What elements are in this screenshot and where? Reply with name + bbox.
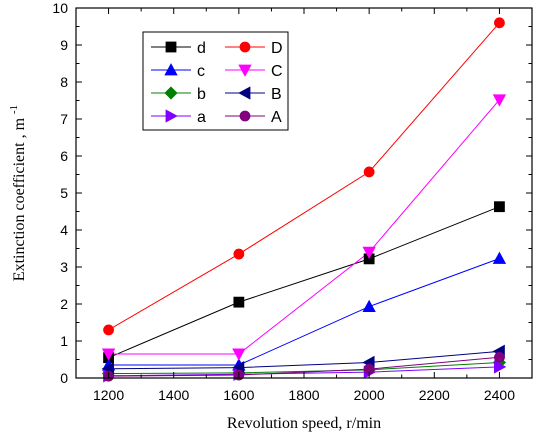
y-tick-label: 6 [60,148,68,164]
legend-label-B: B [271,86,282,103]
legend-label-d: d [197,40,206,57]
y-axis-title-text: Extinction coefficient , m [11,117,28,281]
x-tick-label: 1600 [223,387,254,403]
data-point-a [494,360,507,374]
y-tick-label: 0 [60,370,68,386]
data-point-d [233,296,245,308]
legend-marker-a [165,109,178,123]
data-point-c [492,251,507,264]
legend-marker-B [238,86,251,100]
series-line-B [108,350,500,370]
legend-marker-b [164,86,178,100]
data-point-C [362,246,376,260]
y-tick-label: 5 [60,185,68,201]
x-tick-label: 1200 [93,387,124,403]
data-point-C [232,348,246,361]
y-tick-label: 7 [60,111,68,127]
legend-marker-c [164,63,178,76]
y-tick-label: 4 [60,222,68,238]
data-point-D [103,324,114,336]
series-line-c [108,258,500,366]
x-tick-label: 1800 [288,387,319,403]
legend-label-C: C [271,63,283,80]
y-tick-label: 2 [60,296,68,312]
series-markers [101,17,507,383]
x-axis: 1200 1400 1600 1800 2000 2200 2400 [75,8,533,403]
series-line-C [108,99,500,355]
legend-marker-A [239,110,251,122]
y-tick-label: 8 [60,74,68,90]
legend-label-D: D [271,40,283,57]
data-point-A [494,351,505,363]
y-tick-label: 9 [60,37,68,53]
series-line-d [108,206,500,359]
legend-label-A: A [271,109,282,126]
x-tick-label: 1400 [158,387,189,403]
data-point-D [233,248,245,260]
data-point-C [492,94,507,107]
x-axis-title: Revolution speed, r/min [227,415,381,432]
legend-label-c: c [197,63,205,80]
x-tick-label: 2200 [419,387,450,403]
y-axis-title: Extinction coefficient , m -1 [8,105,28,281]
data-point-D [363,166,375,178]
legend-label-a: a [197,109,206,126]
y-axis-title-superscript: -1 [8,105,20,114]
y-tick-label: 3 [60,259,68,275]
legend-marker-C [238,64,252,77]
y-axis: 0 1 2 3 4 5 6 7 8 9 10 [52,0,532,386]
data-point-D [494,17,505,29]
y-tick-label: 1 [60,333,68,349]
x-tick-label: 2400 [484,387,515,403]
data-point-d [494,201,505,213]
legend-label-b: b [197,86,206,103]
legend: d Dc Cb Ba A [142,31,289,131]
data-point-c [362,299,376,312]
y-tick-label: 10 [52,0,68,16]
legend-marker-D [239,41,251,53]
data-point-C [101,348,116,361]
legend-marker-d [165,41,177,53]
series-line-D [108,22,500,331]
x-tick-label: 2000 [354,387,385,403]
